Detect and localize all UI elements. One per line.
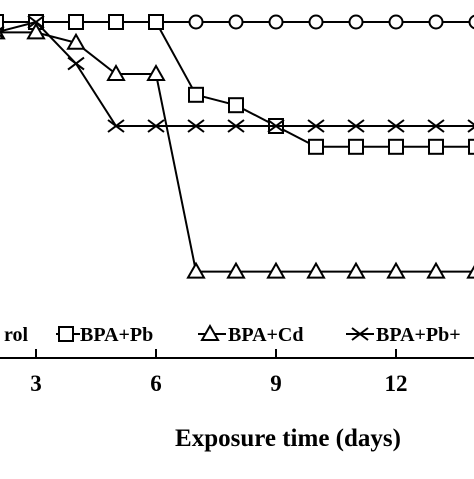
data-point-control	[190, 16, 203, 29]
data-point-bpa-pb	[69, 15, 83, 29]
data-point-control	[230, 16, 243, 29]
legend-label-bpa-pb: BPA+Pb+	[376, 324, 461, 346]
data-point-control	[270, 16, 283, 29]
legend-label-bpa-cd: BPA+Cd	[228, 324, 303, 346]
data-point-bpa-pb	[309, 140, 323, 154]
data-point-bpa-pb	[389, 140, 403, 154]
x-tick-label: 9	[270, 371, 282, 396]
data-point-bpa-pb	[109, 15, 123, 29]
data-point-bpa-pb	[68, 58, 84, 70]
data-point-bpa-pb	[229, 98, 243, 112]
data-point-control	[390, 16, 403, 29]
data-point-bpa-pb	[429, 140, 443, 154]
legend-label-bpa-pb: BPA+Pb	[80, 324, 153, 346]
data-point-control	[430, 16, 443, 29]
legend-marker-bpa-pb	[59, 327, 73, 341]
legend-item-control: rol	[4, 324, 29, 346]
data-point-bpa-pb	[349, 140, 363, 154]
legend-label-control: rol	[4, 324, 29, 346]
data-point-bpa-pb	[149, 15, 163, 29]
data-point-control	[310, 16, 323, 29]
data-point-control	[470, 16, 474, 29]
data-point-bpa-pb	[469, 140, 474, 154]
data-point-control	[350, 16, 363, 29]
data-point-bpa-pb	[189, 88, 203, 102]
legend-item-bpa-pb: BPA+Pb+	[346, 324, 461, 346]
x-tick-label: 12	[385, 371, 408, 396]
legend-item-bpa-pb: BPA+Pb	[56, 324, 153, 346]
x-tick-label: 6	[150, 371, 162, 396]
x-axis-title: Exposure time (days)	[175, 425, 401, 452]
x-tick-label: 3	[30, 371, 42, 396]
legend-item-bpa-cd: BPA+Cd	[198, 324, 303, 346]
